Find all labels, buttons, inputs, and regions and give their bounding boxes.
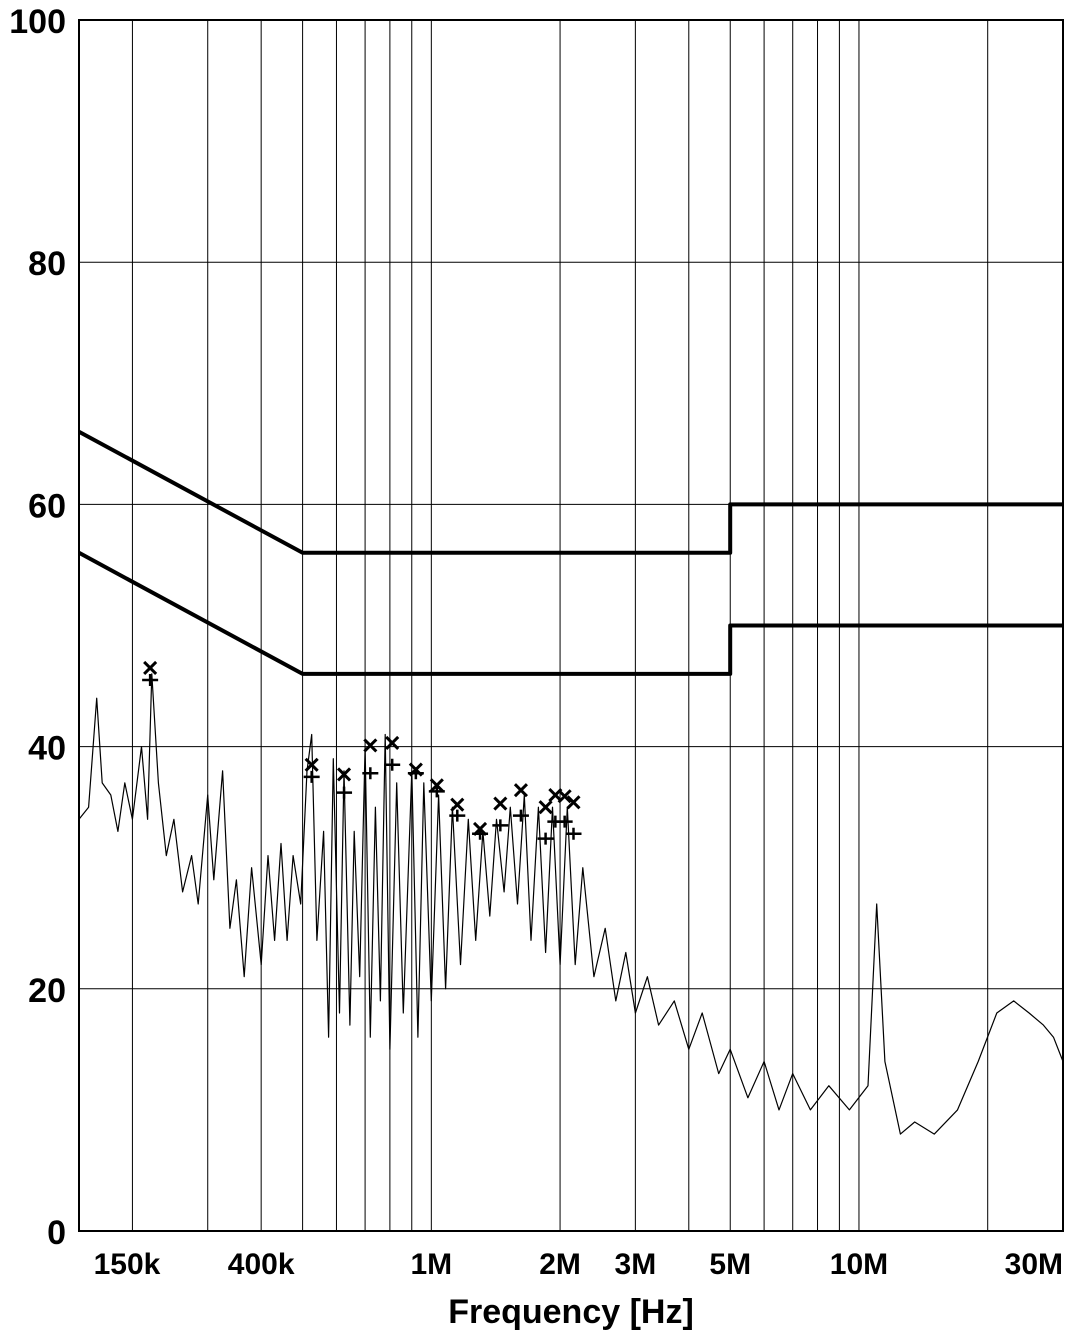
measurement-trace bbox=[78, 673, 1064, 1135]
avg-marker bbox=[565, 827, 582, 840]
marker-layer bbox=[142, 660, 582, 845]
avg-marker bbox=[537, 832, 554, 845]
avg-marker bbox=[336, 786, 353, 799]
x-tick-label: 10M bbox=[830, 1248, 888, 1281]
x-tick-label: 30M bbox=[1005, 1248, 1063, 1281]
qp-marker bbox=[566, 795, 581, 810]
qp-marker bbox=[429, 778, 444, 793]
avg-marker bbox=[472, 827, 489, 840]
qp-marker bbox=[385, 735, 400, 751]
qp-marker bbox=[513, 783, 528, 798]
x-tick-labels: 150k 400k 1M 2M 3M 5M 10M 30M bbox=[94, 1248, 1063, 1281]
y-tick-label: 100 bbox=[9, 3, 66, 41]
qp-marker bbox=[143, 660, 158, 675]
x-axis-title: Frequency [Hz] bbox=[448, 1293, 694, 1331]
qp-marker bbox=[304, 757, 319, 772]
x-tick-label: 1M bbox=[410, 1248, 452, 1281]
y-tick-label: 80 bbox=[28, 245, 66, 283]
avg-marker bbox=[142, 673, 159, 686]
plot-frame bbox=[78, 19, 1064, 1232]
qp-marker bbox=[557, 789, 572, 804]
avg-marker bbox=[303, 770, 320, 783]
y-tick-label: 0 bbox=[47, 1214, 66, 1252]
avg-marker bbox=[449, 809, 466, 822]
series-layer bbox=[78, 429, 1064, 1135]
avg-marker bbox=[362, 767, 379, 780]
y-tick-labels: 0 20 40 60 80 100 bbox=[9, 3, 66, 1252]
qp-marker bbox=[493, 796, 508, 811]
y-tick-label: 20 bbox=[28, 972, 66, 1010]
avg-marker bbox=[428, 785, 445, 798]
limit-line bbox=[78, 551, 1063, 676]
qp-marker bbox=[336, 767, 352, 782]
x-tick-label: 5M bbox=[709, 1248, 751, 1281]
avg-marker bbox=[512, 809, 529, 822]
x-tick-label: 2M bbox=[539, 1248, 581, 1281]
qp-marker bbox=[450, 797, 465, 812]
x-tick-label: 400k bbox=[228, 1248, 295, 1281]
y-tick-label: 40 bbox=[28, 730, 66, 768]
y-tick-label: 60 bbox=[28, 487, 66, 525]
x-tick-label: 3M bbox=[615, 1248, 657, 1281]
x-tick-label: 150k bbox=[94, 1248, 161, 1281]
avg-marker bbox=[492, 819, 509, 832]
qp-marker bbox=[538, 800, 553, 815]
qp-marker bbox=[363, 738, 378, 753]
avg-marker bbox=[556, 815, 573, 828]
avg-marker bbox=[384, 758, 401, 771]
avg-marker bbox=[407, 767, 424, 780]
limit-line bbox=[78, 429, 1063, 555]
